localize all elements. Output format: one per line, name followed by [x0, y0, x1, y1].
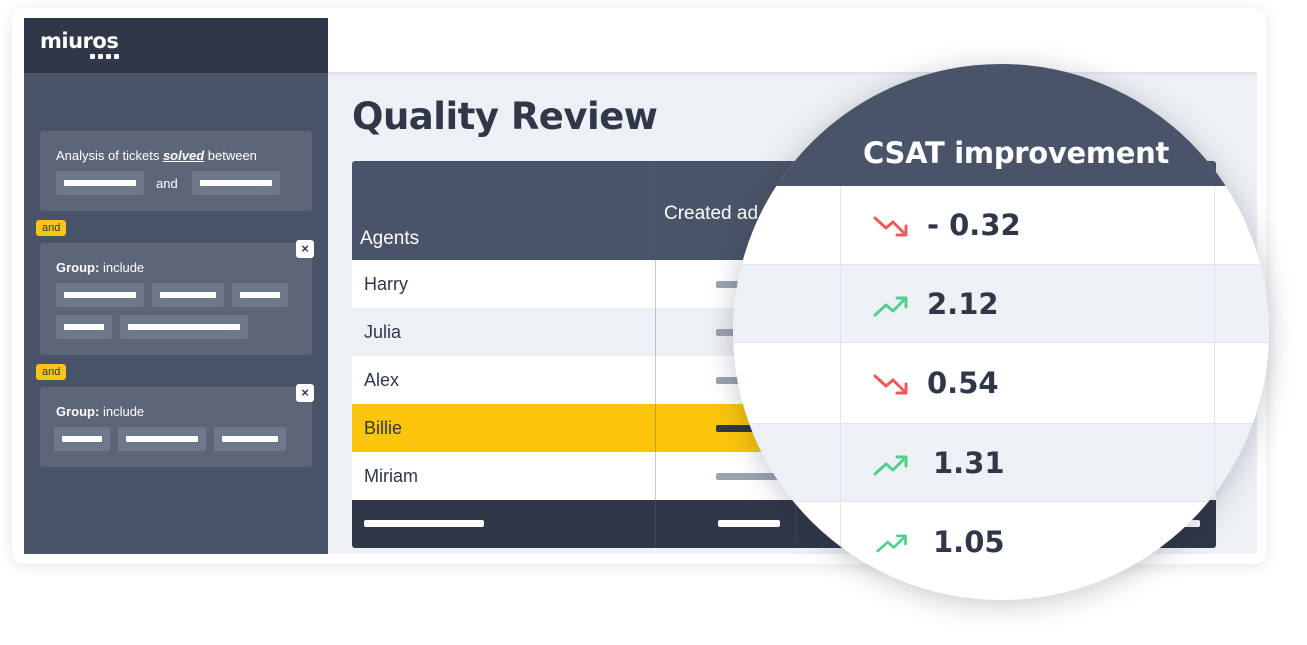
group-filter-1-label: Group: include	[56, 260, 145, 275]
page-title: Quality Review	[352, 95, 658, 138]
group-filter-1: Group: include	[40, 243, 312, 355]
csat-header: CSAT improvement	[733, 64, 1269, 186]
column-divider	[1214, 186, 1215, 600]
close-icon[interactable]: ×	[296, 240, 314, 258]
agent-name: Alex	[364, 370, 400, 390]
csat-row: 2.12	[733, 264, 1269, 343]
group-filter-2-label: Group: include	[56, 404, 145, 419]
column-agents[interactable]: Agents	[360, 228, 420, 249]
group-filter-2: Group: include	[40, 387, 312, 467]
group-chip[interactable]	[56, 315, 112, 339]
trend-down-icon	[873, 374, 908, 395]
csat-value: 0.54	[927, 366, 999, 400]
group-chip[interactable]	[232, 283, 288, 307]
csat-row: 0.54	[733, 344, 1269, 423]
agent-name: Harry	[364, 274, 408, 294]
csat-value: - 0.32	[927, 208, 1021, 242]
group-chip[interactable]	[214, 427, 286, 451]
trend-up-icon	[873, 296, 908, 317]
trend-up-icon	[876, 534, 907, 553]
csat-row: - 0.32	[733, 186, 1269, 265]
date-connector: and	[156, 176, 178, 191]
and-badge: and	[36, 364, 67, 380]
logo[interactable]: miuros	[40, 29, 119, 53]
csat-value: 1.31	[933, 446, 1005, 480]
group-chip[interactable]	[120, 315, 248, 339]
trend-up-icon	[873, 455, 908, 476]
group-chip[interactable]	[56, 283, 144, 307]
agent-name: Billie	[364, 418, 403, 438]
sidebar: miuros Analysis of tickets solved betwee…	[24, 18, 328, 554]
csat-column-title: CSAT improvement	[863, 136, 1170, 170]
sidebar-header: miuros	[24, 18, 328, 73]
logo-dots-icon	[90, 54, 119, 59]
csat-row: 1.31	[733, 423, 1269, 502]
csat-value: 1.05	[933, 525, 1005, 559]
group-chip[interactable]	[152, 283, 224, 307]
column-divider	[840, 186, 841, 600]
magnifier-lens: CSAT improvement - 0.32 2.12 0.54	[733, 64, 1269, 600]
date-filter-label: Analysis of tickets solved between	[56, 148, 257, 163]
start-date-input[interactable]	[56, 171, 144, 195]
and-badge: and	[36, 220, 67, 236]
end-date-input[interactable]	[192, 171, 280, 195]
csat-row: 1.05	[733, 503, 1269, 582]
placeholder-bar	[718, 520, 780, 527]
group-chip[interactable]	[54, 427, 110, 451]
group-chip[interactable]	[118, 427, 206, 451]
agent-name: Julia	[364, 322, 402, 342]
placeholder-bar	[364, 520, 484, 527]
csat-value: 2.12	[927, 287, 999, 321]
close-icon[interactable]: ×	[296, 384, 314, 402]
column-divider	[655, 161, 656, 548]
column-created[interactable]: Created ad	[664, 203, 759, 224]
date-filter: Analysis of tickets solved between and	[40, 131, 312, 211]
agent-name: Miriam	[364, 466, 418, 486]
trend-down-icon	[873, 216, 908, 237]
